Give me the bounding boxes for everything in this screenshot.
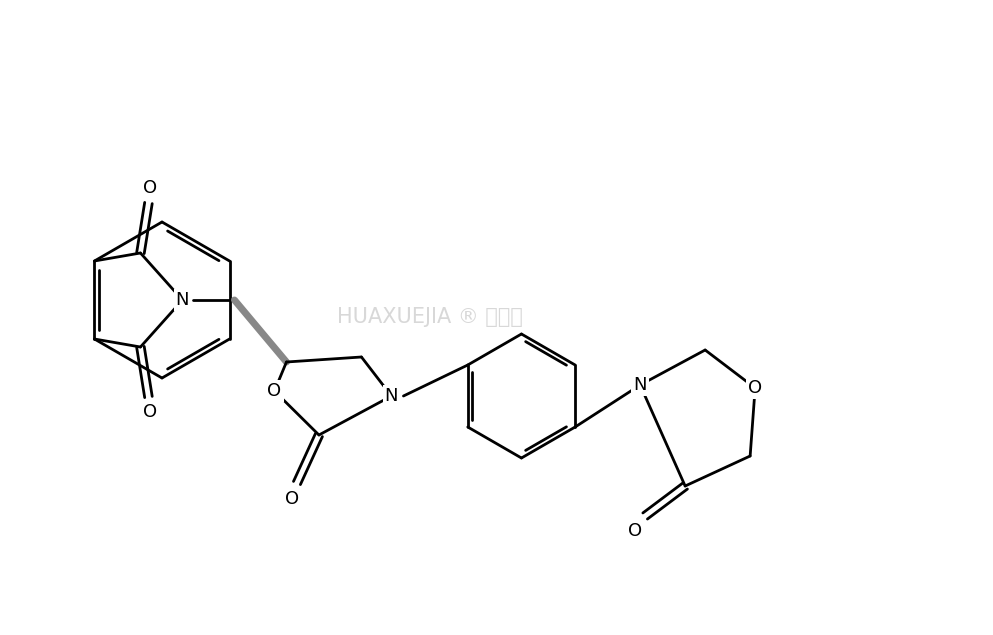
Text: O: O — [143, 179, 158, 197]
Text: O: O — [267, 382, 281, 400]
Text: O: O — [629, 522, 642, 540]
Text: N: N — [634, 376, 646, 394]
Text: N: N — [176, 291, 190, 309]
Text: HUAXUEJIA ® 化学加: HUAXUEJIA ® 化学加 — [337, 307, 523, 327]
Text: O: O — [748, 379, 763, 397]
Text: O: O — [285, 490, 299, 508]
Text: N: N — [384, 387, 398, 405]
Text: O: O — [143, 403, 158, 421]
